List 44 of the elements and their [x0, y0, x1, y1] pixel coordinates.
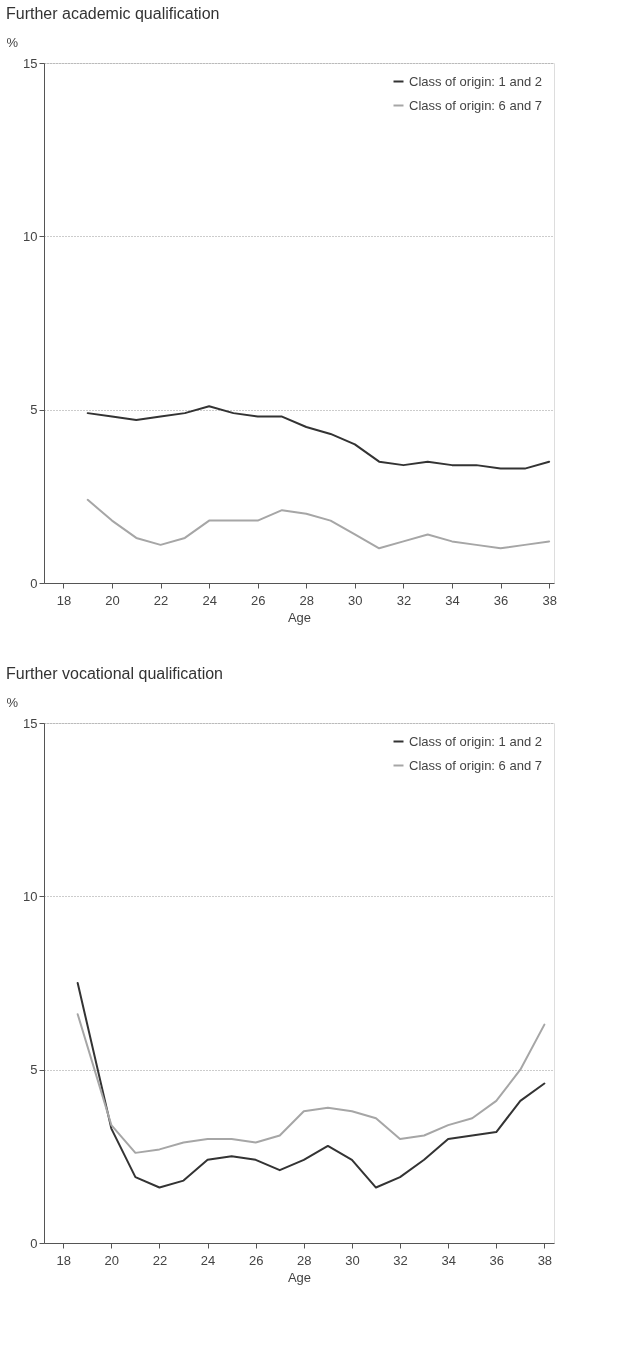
x-tick-label: 22 — [152, 1252, 168, 1268]
line-series — [76, 982, 546, 1189]
x-tick-label: 18 — [56, 1252, 71, 1268]
x-axis-title: Age — [287, 1269, 312, 1285]
x-tick-label: 24 — [202, 592, 217, 608]
x-tick-label: 34 — [445, 592, 460, 608]
legend-label: Class of origin: 6 and 7 — [409, 757, 542, 773]
y-tick-label: 0 — [30, 1235, 38, 1251]
legend-label: Class of origin: 1 and 2 — [409, 733, 542, 749]
x-tick-label: 20 — [104, 1252, 120, 1268]
line-series — [86, 498, 551, 550]
line-series — [86, 405, 551, 470]
x-tick-label: 32 — [393, 1252, 408, 1268]
y-axis-title: % — [6, 694, 19, 710]
line-series — [76, 1013, 546, 1154]
x-tick-label: 36 — [489, 1252, 504, 1268]
x-tick-label: 34 — [441, 1252, 456, 1268]
chart-title: Further vocational qualification — [6, 665, 224, 682]
y-tick-label: 5 — [30, 402, 38, 418]
y-tick-label: 0 — [30, 575, 38, 591]
y-tick-label: 10 — [23, 888, 38, 904]
x-tick-label: 38 — [537, 1252, 553, 1268]
x-tick-label: 20 — [105, 592, 120, 608]
chart-title: Further academic qualification — [6, 5, 220, 22]
y-tick-label: 15 — [23, 55, 38, 71]
x-tick-label: 22 — [153, 592, 169, 608]
x-tick-label: 36 — [493, 592, 509, 608]
x-tick-label: 24 — [200, 1252, 216, 1268]
x-tick-label: 28 — [299, 592, 315, 608]
x-tick-label: 26 — [250, 592, 266, 608]
x-tick-label: 18 — [56, 592, 72, 608]
legend-label: Class of origin: 1 and 2 — [409, 73, 542, 89]
x-tick-label: 30 — [348, 592, 363, 608]
y-tick-label: 10 — [23, 228, 38, 244]
y-axis-title: % — [6, 34, 19, 50]
x-axis-title: Age — [287, 609, 312, 625]
x-tick-label: 32 — [396, 592, 412, 608]
x-tick-label: 30 — [345, 1252, 360, 1268]
y-tick-label: 15 — [23, 715, 38, 731]
legend-label: Class of origin: 6 and 7 — [409, 97, 542, 113]
x-tick-label: 38 — [542, 592, 557, 608]
y-tick-label: 5 — [30, 1062, 38, 1078]
x-tick-label: 26 — [248, 1252, 264, 1268]
x-tick-label: 28 — [297, 1252, 312, 1268]
